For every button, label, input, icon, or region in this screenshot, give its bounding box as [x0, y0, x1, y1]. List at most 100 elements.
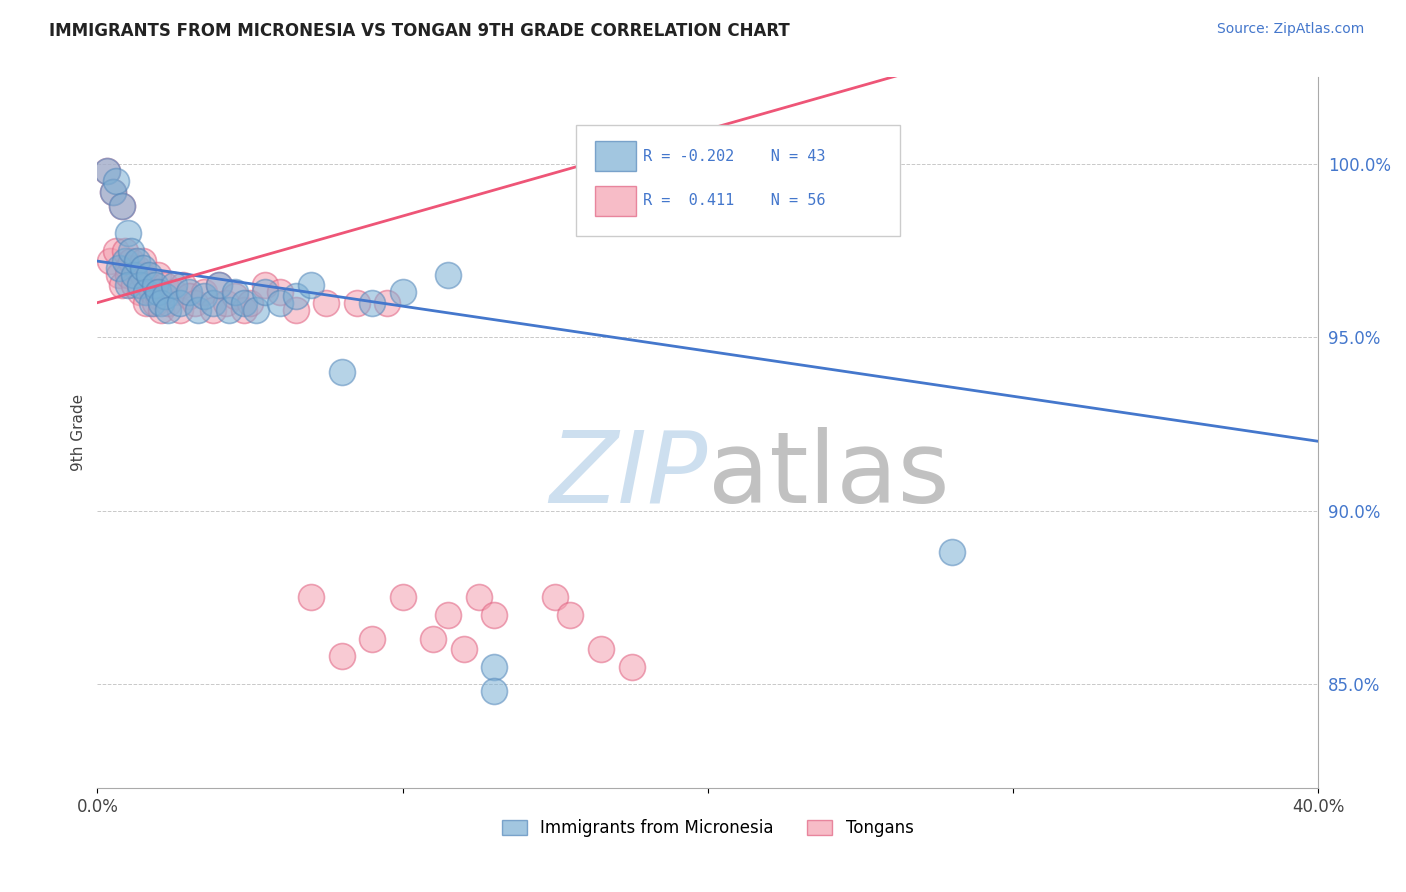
Point: [437, 607, 460, 622]
Point: [148, 289, 170, 303]
Text: Source: ZipAtlas.com: Source: ZipAtlas.com: [1216, 22, 1364, 37]
Point: [101, 185, 124, 199]
Point: [117, 260, 139, 275]
Point: [346, 295, 368, 310]
Point: [232, 295, 254, 310]
Point: [138, 278, 160, 293]
Point: [315, 295, 337, 310]
Point: [172, 278, 194, 293]
Point: [169, 295, 191, 310]
Point: [132, 254, 155, 268]
Point: [254, 278, 277, 293]
Point: [120, 254, 142, 268]
Point: [177, 285, 200, 300]
Point: [482, 659, 505, 673]
Point: [163, 285, 186, 300]
Point: [163, 278, 186, 293]
Point: [254, 285, 277, 300]
Point: [330, 649, 353, 664]
Point: [193, 285, 215, 300]
Point: [148, 268, 170, 282]
Point: [184, 295, 207, 310]
Point: [284, 302, 307, 317]
Point: [125, 260, 148, 275]
Point: [560, 607, 582, 622]
Point: [98, 254, 121, 268]
Point: [143, 278, 166, 293]
Point: [132, 260, 155, 275]
Point: [482, 607, 505, 622]
Point: [129, 285, 152, 300]
Point: [208, 278, 231, 293]
Point: [135, 295, 157, 310]
Point: [391, 591, 413, 605]
Point: [177, 289, 200, 303]
Point: [122, 278, 145, 293]
Text: R = -0.202    N = 43: R = -0.202 N = 43: [643, 149, 825, 163]
Point: [104, 174, 127, 188]
Point: [453, 642, 475, 657]
Point: [101, 185, 124, 199]
Point: [269, 285, 291, 300]
Text: ZIP: ZIP: [550, 426, 707, 524]
Point: [114, 244, 136, 258]
Point: [361, 295, 384, 310]
Point: [153, 278, 176, 293]
Point: [245, 302, 267, 317]
Point: [117, 278, 139, 293]
Text: atlas: atlas: [707, 426, 949, 524]
Point: [141, 285, 163, 300]
Point: [156, 295, 179, 310]
Point: [208, 278, 231, 293]
Y-axis label: 9th Grade: 9th Grade: [72, 394, 86, 471]
Point: [232, 302, 254, 317]
Point: [437, 268, 460, 282]
Point: [187, 302, 209, 317]
Point: [269, 295, 291, 310]
Point: [299, 278, 322, 293]
Point: [330, 365, 353, 379]
Point: [150, 295, 173, 310]
Point: [153, 289, 176, 303]
Point: [299, 591, 322, 605]
Point: [224, 289, 246, 303]
Point: [224, 285, 246, 300]
Point: [132, 268, 155, 282]
Point: [111, 278, 134, 293]
Legend: Immigrants from Micronesia, Tongans: Immigrants from Micronesia, Tongans: [495, 812, 920, 844]
Point: [141, 295, 163, 310]
Point: [391, 285, 413, 300]
Point: [148, 285, 170, 300]
Point: [129, 278, 152, 293]
Point: [96, 164, 118, 178]
Point: [218, 302, 240, 317]
Point: [150, 302, 173, 317]
Point: [239, 295, 262, 310]
Point: [122, 268, 145, 282]
Point: [138, 268, 160, 282]
Point: [468, 591, 491, 605]
Point: [589, 642, 612, 657]
Text: R =  0.411    N = 56: R = 0.411 N = 56: [643, 194, 825, 208]
Point: [120, 244, 142, 258]
Point: [422, 632, 444, 646]
Point: [135, 285, 157, 300]
Point: [193, 289, 215, 303]
Point: [107, 260, 129, 275]
Text: IMMIGRANTS FROM MICRONESIA VS TONGAN 9TH GRADE CORRELATION CHART: IMMIGRANTS FROM MICRONESIA VS TONGAN 9TH…: [49, 22, 790, 40]
Point: [169, 302, 191, 317]
Point: [114, 254, 136, 268]
Point: [107, 268, 129, 282]
Point: [941, 545, 963, 559]
Point: [544, 591, 567, 605]
Point: [156, 302, 179, 317]
Point: [96, 164, 118, 178]
Point: [284, 289, 307, 303]
Point: [111, 199, 134, 213]
Point: [482, 683, 505, 698]
Point: [375, 295, 398, 310]
Point: [143, 295, 166, 310]
Point: [117, 227, 139, 241]
Point: [117, 268, 139, 282]
Point: [111, 199, 134, 213]
